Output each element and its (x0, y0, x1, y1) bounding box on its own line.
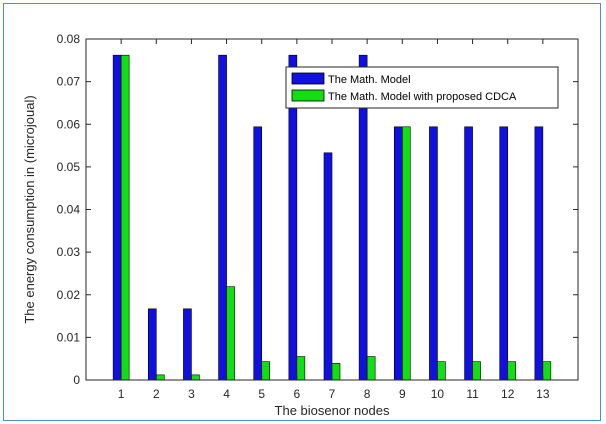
bar-s1-1 (120, 54, 130, 381)
x-tick-label-13: 13 (536, 387, 550, 401)
bar-s0-5 (253, 126, 263, 381)
bar-chart: 1 2 3 4 5 6 7 8 9 10 11 12 1300.010.020.030.040.050.… (22, 32, 579, 418)
x-tick-label-2: 2 (153, 387, 160, 401)
bars-layer (112, 54, 552, 381)
legend: The Math. Model The Math. Model with pro… (285, 66, 559, 109)
x-tick-label-10: 10 (431, 387, 445, 401)
bar-s0-3 (183, 308, 192, 381)
x-tick-label-3: 3 (188, 387, 195, 401)
y-tick-label-6: 0.06 (57, 117, 81, 131)
bar-s0-10 (429, 126, 438, 381)
legend-box (285, 66, 559, 109)
x-axis-title: The biosenor nodes (275, 403, 390, 418)
legend-swatch-cdca (291, 89, 325, 102)
x-tick-label-12: 12 (501, 387, 515, 401)
x-tick-label-7: 7 (329, 387, 336, 401)
legend-label-math-model: The Math. Model (328, 74, 411, 86)
bar-s1-9 (401, 126, 411, 381)
legend-swatch-math-model (291, 72, 325, 85)
bar-s0-9 (393, 126, 403, 381)
bar-s1-12 (507, 361, 517, 381)
bar-s0-1 (112, 54, 122, 381)
bar-s1-11 (472, 361, 481, 381)
bar-s0-13 (534, 126, 544, 381)
x-tick-label-6: 6 (294, 387, 301, 401)
bar-s1-3 (191, 374, 200, 381)
bar-s0-4 (218, 54, 227, 381)
y-tick-label-7: 0.07 (57, 75, 81, 89)
bar-s1-8 (366, 356, 376, 381)
x-tick-label-5: 5 (258, 387, 265, 401)
bar-s0-11 (464, 126, 473, 381)
bar-s1-10 (437, 361, 446, 381)
y-axis-title: The energy consumption in (microjoual) (22, 95, 37, 323)
bar-s0-7 (323, 152, 333, 381)
y-tick-label-4: 0.04 (57, 203, 81, 217)
x-tick-label-9: 9 (399, 387, 406, 401)
bar-s1-7 (331, 363, 341, 381)
bar-s1-2 (155, 374, 165, 381)
y-tick-label-0: 0 (73, 373, 80, 387)
bar-s1-4 (226, 286, 235, 381)
x-tick-label-8: 8 (364, 387, 371, 401)
y-tick-label-3: 0.03 (57, 245, 81, 259)
x-tick-label-4: 4 (223, 387, 230, 401)
figure-frame: 1 2 3 4 5 6 7 8 9 10 11 12 13 0 0.01 0.02 0.03 0.04 0.05 0.… (3, 3, 601, 421)
bar-s1-6 (296, 356, 306, 381)
bar-s1-13 (542, 361, 552, 381)
y-tick-label-2: 0.02 (57, 288, 81, 302)
x-tick-label-11: 11 (466, 387, 479, 401)
x-tick-label-1: 1 (118, 387, 125, 401)
y-tick-label-8: 0.08 (57, 32, 81, 46)
y-tick-label-1: 0.01 (57, 330, 81, 344)
bar-s0-2 (147, 308, 157, 381)
y-tick-label-5: 0.05 (57, 160, 81, 174)
ticks-layer: 1 2 3 4 5 6 7 8 9 10 11 12 1300.010.020.030.040.050.… (57, 32, 578, 401)
legend-label-cdca: The Math. Model with proposed CDCA (328, 91, 517, 103)
bar-s1-5 (261, 361, 271, 381)
bar-s0-12 (499, 126, 509, 381)
